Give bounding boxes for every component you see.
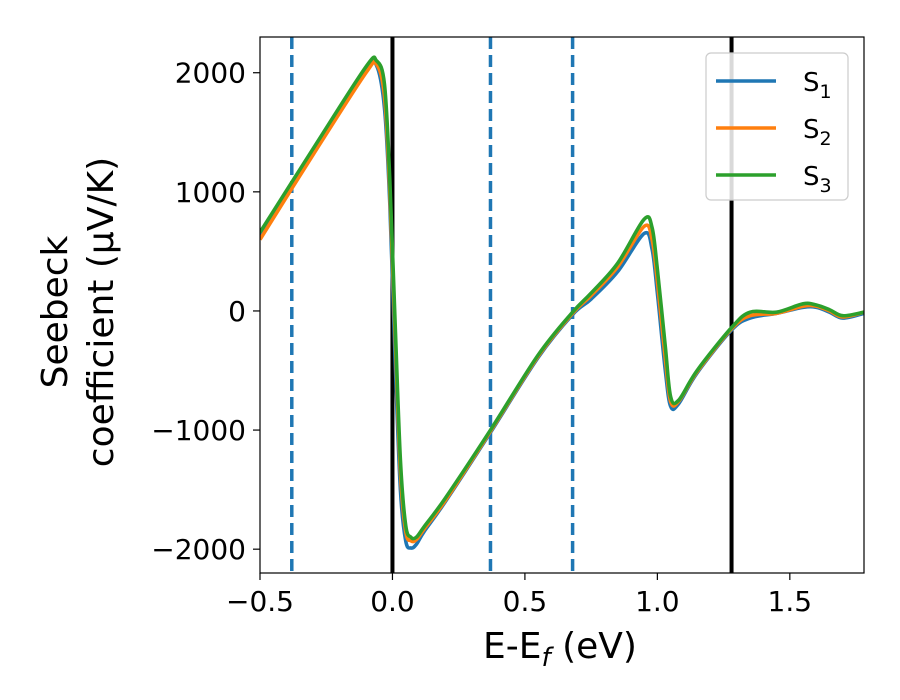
legend-label-2: S2 [803,115,832,150]
x-axis-label: E-Ef (eV) [483,626,637,673]
y-tick-label-1: −1000 [151,414,246,447]
legend-label-1: S1 [803,68,832,103]
y-axis-label-line2: coefficient (μV/K) [81,157,122,467]
legend: S1 S2 S3 [705,52,849,201]
data-series [260,55,864,550]
x-tick-label-3: 1.0 [635,585,680,618]
plot-frame [259,36,865,574]
y-axis-label-line1: Seebeck [35,235,76,388]
x-tick-label-4: 1.5 [768,585,813,618]
y-tick-label-3: 1000 [175,176,246,209]
x-tick-label-2: 0.5 [503,585,548,618]
y-tick-label-4: 2000 [175,57,246,90]
series-line-3 [260,55,864,541]
y-tick-label-2: 0 [228,295,246,328]
y-tick-label-0: −2000 [151,533,246,566]
x-tick-label-1: 0.0 [370,585,415,618]
x-tick-label-0: −0.5 [226,585,294,618]
reference-lines [290,37,734,573]
legend-label-3: S3 [803,162,832,197]
legend-box [705,52,849,201]
axis-ticks: −0.5 0.0 0.5 1.0 1.5 −2000 −1000 0 1000 2000 [151,57,812,618]
